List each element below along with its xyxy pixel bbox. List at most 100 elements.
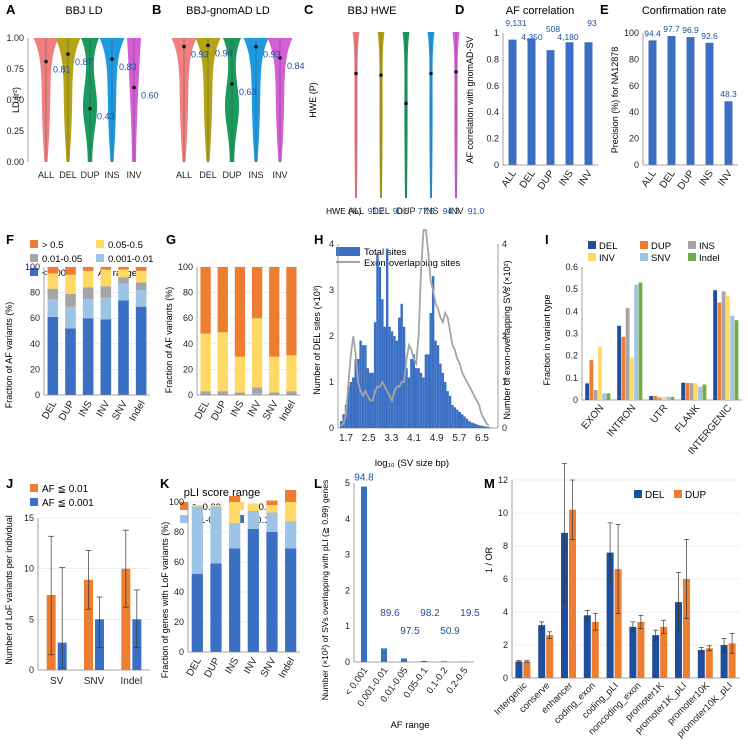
panel-l-ytick-2: 2 [345,585,350,595]
panel-f-bar-ins-0-5 [83,267,94,271]
legend-f-001-005: 0.01-0.05 [42,254,82,265]
panel-d-xtick-del: DEL [518,168,538,191]
panel-h-bar [442,373,444,428]
panel-h-bar [461,414,463,428]
panel-b-xtick-inv: INV [272,170,287,180]
panel-c-violin-ins-median-point [429,72,433,76]
panel-i-ytick-0-6: 0.6 [565,262,578,272]
panel-m-bar-conserve-del [538,625,545,678]
panel-k-bar-snv-0-1 [266,532,277,652]
panel-h-bar [396,341,398,428]
panel-k-bar-snv-0-99 [266,501,277,506]
panel-k-xtick-dup: DUP [203,656,223,680]
panel-h-bar [437,345,439,428]
panel-f-ytick-80: 80 [30,288,40,298]
panel-i-ytick-0: 0 [573,395,578,405]
panel-k-bar-indel-0-1 [285,549,296,653]
panel-g-xtick-indel: Indel [278,399,298,423]
panel-f-bar-dup-0-001 [65,328,76,395]
panel-d-count-all: 9,131 [505,18,527,28]
panel-h-bar [478,425,480,428]
panel-k-bar-inv-0-1 [248,529,259,652]
panel-a-median-del: 0.87 [75,57,93,67]
panel-f-bar-indel-0-5 [136,267,147,271]
panel-i-bar-exon-del [585,383,589,400]
panel-h-bar [410,359,412,428]
panel-d-xtick-dup: DUP [536,168,557,192]
panel-g-ytick-60: 60 [183,313,193,323]
panel-i-bar-intron-inv [630,358,634,400]
panel-f-ytick-0: 0 [35,390,40,400]
panel-h-bar [439,364,441,428]
panel-a-median-dup: 0.43 [97,112,115,122]
panel-m-bar-coding-exon-del [584,615,591,678]
panel-m-bar-promoter10k-dup [706,648,713,678]
panel-e-bar-dup [687,37,695,165]
panel-e-title: Confirmation rate [642,5,726,17]
panel-letter-e: E [600,2,609,17]
panel-h-bar [359,341,361,428]
panel-b-xtick-del: DEL [199,170,217,180]
panel-f-bar-dup-0-5 [65,267,76,275]
panel-b-median-del: 0.94 [215,48,233,58]
panel-e-ytick-20: 20 [629,134,639,144]
panel-h-right-ytick-1: 1 [502,377,507,387]
panel-a-violin-del-median-point [66,52,70,56]
panel-f-bar-inv-0-001-0-01 [101,298,112,320]
panel-i-bar-exon-ins [594,390,598,400]
panel-k-bar-ins-0-1 [229,549,240,653]
panel-h-bar [393,336,395,428]
panel-letter-f: F [6,232,14,247]
panel-h-ytick-0: 0 [329,423,334,433]
panel-h-bar [413,354,415,428]
panel-i-bar-exon-indel [607,393,611,400]
legend-i-snv: SNV [651,253,671,264]
panel-f-bar-del-0-01-0-05 [48,289,59,299]
panel-k-title: pLI score range [184,487,260,499]
panel-d-ytick-0-4: 0.4 [486,107,499,117]
panel-f-bar-indel-0-001 [136,307,147,395]
panel-h-xtick-3-3: 3.3 [384,433,398,444]
panel-h-bar [391,331,393,428]
panel-g-bar-indel-0-5 [286,267,296,355]
panel-k-xtick-del: DEL [185,656,204,679]
panel-e-bar-ins [706,43,714,165]
panel-e-bar-inv [725,101,733,165]
panel-h-bar [379,267,381,428]
panel-g-ytick-40: 40 [183,339,193,349]
panel-m-bar-promoter10k-del [698,650,705,678]
panel-d-ytick-0-8: 0.8 [486,54,499,64]
panel-i-bar-intron-snv [634,285,638,400]
panel-d-title: AF correlation [506,5,574,17]
panel-l-ytick-1: 1 [345,621,350,631]
panel-g-bar-inv-0-01-0-05 [252,387,262,393]
panel-f-bar-dup-0-01-0-05 [65,294,76,307]
panel-i-xtick-utr: UTR [649,403,671,426]
panel-h-right-ytick-0: 0 [502,423,507,433]
panel-h-bar [415,368,417,428]
panel-letter-m: M [484,476,495,491]
panel-f-bar-indel-0-01-0-05 [136,282,147,290]
panel-i-bar-flank-inv [694,383,698,400]
panel-h-xtick-1-7: 1.7 [339,433,353,444]
panel-a-ytick-0-00: 0.00 [6,157,24,167]
panel-f-bar-snv-0-001-0-01 [118,284,129,301]
panel-f-bar-inv-0-01-0-05 [101,286,112,298]
panel-a-violin-ins-median-point [110,57,114,61]
panel-d-bar-all [509,40,517,165]
panel-i-bar-utr-indel [671,397,675,400]
panel-h-bar [386,249,388,428]
panel-h-bar [350,382,352,428]
panel-letter-b: B [152,2,161,17]
panel-k-bar-del-0-1 [192,574,203,652]
panel-a-xtick-dup: DUP [80,170,99,180]
panel-letter-a: A [6,2,16,17]
panel-m-bar-intergenic-del [515,662,522,679]
panel-h-ylabel-left: Number of DEL sites (×10³) [312,285,322,394]
panel-f-ytick-20: 20 [30,364,40,374]
panel-i-bar-flank-dup [685,383,689,400]
legend-swatch-f-001-005 [30,254,38,262]
panel-f-bar-snv-0-5 [118,267,129,270]
legend-swatch-f-gt05 [30,240,38,248]
panel-g-bar-ins-0-5 [235,267,245,357]
